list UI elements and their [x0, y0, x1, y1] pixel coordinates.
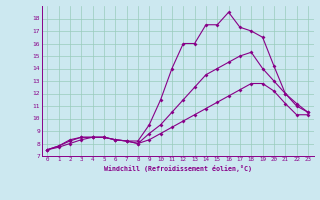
- X-axis label: Windchill (Refroidissement éolien,°C): Windchill (Refroidissement éolien,°C): [104, 165, 252, 172]
